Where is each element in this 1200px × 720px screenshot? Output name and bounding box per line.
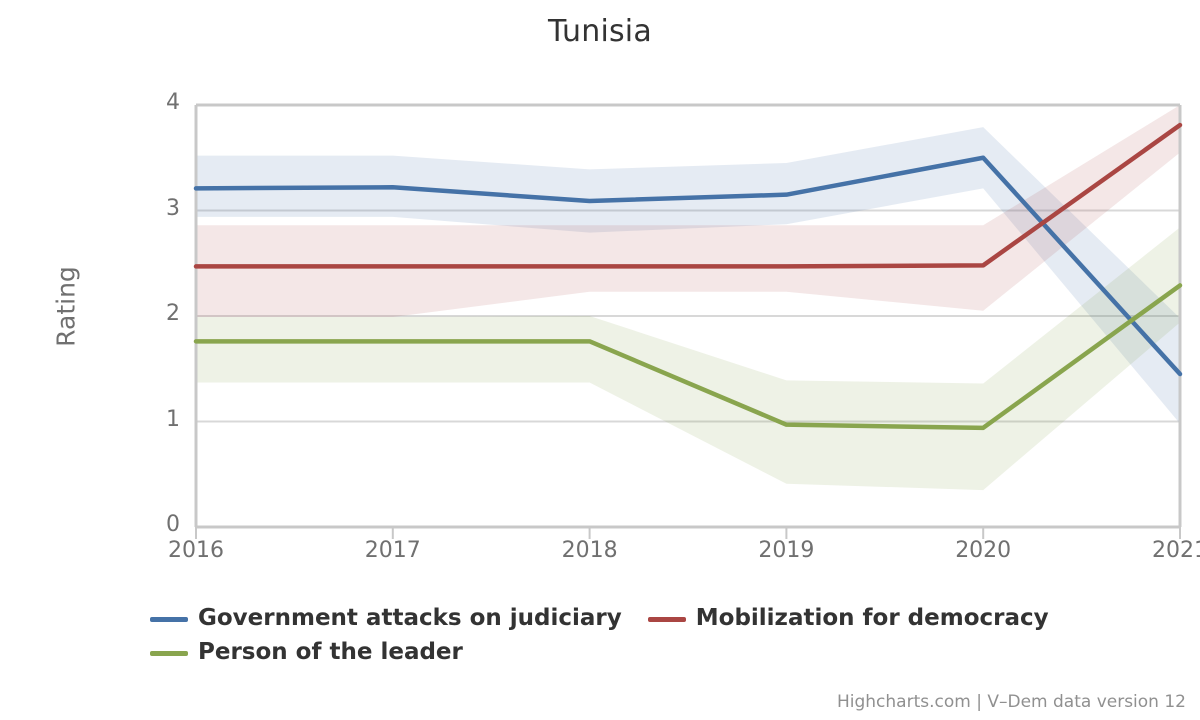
legend-item-1[interactable]: Mobilization for democracy [647, 605, 1049, 632]
credits-label[interactable]: Highcharts.com | V–Dem data version 12 [836, 692, 1186, 712]
legend-item-label: Mobilization for democracy [695, 605, 1049, 631]
x-axis-tick-label: 2018 [561, 538, 618, 563]
confidence-band-series-0 [196, 127, 1180, 424]
series-line-2[interactable] [193, 283, 1183, 431]
y-axis-tick-label: 0 [166, 512, 180, 537]
chart-title: Tunisia [548, 14, 652, 49]
x-axis-tick-label: 2019 [758, 538, 815, 563]
y-axis-tick-label: 4 [166, 90, 180, 115]
x-axis-tick-label: 2016 [168, 538, 224, 563]
series-line-1[interactable] [193, 122, 1183, 269]
confidence-band-series-2 [196, 227, 1180, 491]
x-axis-tick-label: 2017 [364, 538, 421, 563]
series-line-0[interactable] [193, 155, 1183, 377]
y-axis-tick-label: 3 [166, 195, 180, 221]
legend-swatch-icon [150, 650, 188, 656]
legend-swatch-icon [647, 616, 686, 622]
x-axis-tick-label: 2020 [955, 538, 1012, 563]
legend-swatch-icon [150, 616, 188, 622]
legend-item-label: Person of the leader [198, 639, 463, 665]
y-axis-tick-label: 2 [166, 301, 180, 326]
legend-item-label: Government attacks on judiciary [198, 605, 622, 631]
y-axis-tick-label: 1 [166, 406, 180, 432]
x-axis-tick-label: 2021 [1152, 538, 1200, 563]
legend-item-2[interactable]: Person of the leader [150, 639, 463, 666]
chart-legend[interactable]: Government attacks on judiciary Mobilizat… [150, 605, 1150, 674]
legend-item-0[interactable]: Government attacks on judiciary [150, 605, 622, 632]
